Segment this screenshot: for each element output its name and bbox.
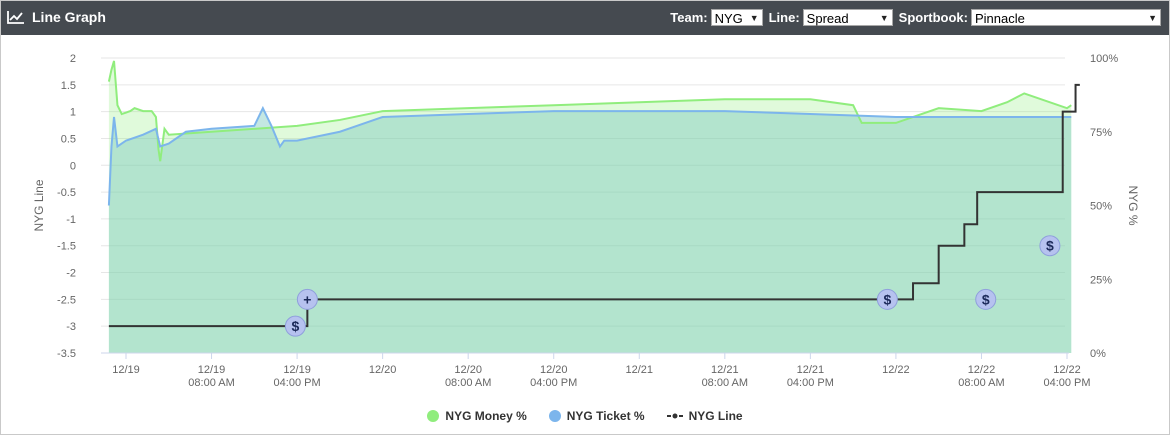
x-tick-date: 12/20 bbox=[454, 364, 482, 376]
dollar-icon: $ bbox=[883, 291, 891, 307]
ticket-area bbox=[108, 108, 1072, 354]
x-tick-time: 08:00 AM bbox=[188, 377, 234, 389]
y-tick-label: 1.5 bbox=[61, 80, 76, 92]
marker-circle bbox=[284, 315, 306, 337]
filter-controls: Team: NYG ▼ Line: Spread ▼ Sportbook: Pi… bbox=[664, 9, 1161, 26]
legend-dot-icon bbox=[548, 410, 561, 422]
marker-circle bbox=[975, 288, 997, 310]
team-select-value: NYG bbox=[714, 11, 743, 26]
x-tick-date: 12/19 bbox=[112, 364, 140, 376]
marker-circle bbox=[876, 288, 898, 310]
line-chart: $+ $ $$21.510.50-0.5-1-1.5-2-2.5-3-3.5100%… bbox=[32, 53, 1140, 389]
x-tick-time: 04:00 PM bbox=[787, 377, 834, 389]
dropdown-arrow-icon: ▼ bbox=[1148, 13, 1157, 23]
line-change-marker: $ bbox=[975, 288, 997, 310]
line-chart-icon bbox=[7, 10, 25, 24]
x-tick-time: 08:00 AM bbox=[445, 377, 491, 389]
line-type-select[interactable]: Spread ▼ bbox=[802, 9, 893, 26]
legend-line-icon bbox=[666, 413, 683, 419]
x-tick-date: 12/19 bbox=[198, 364, 226, 376]
legend-item[interactable]: NYG Money % bbox=[427, 409, 527, 423]
line-label: Line: bbox=[768, 10, 800, 25]
sportbook-label: Sportbook: bbox=[898, 10, 968, 25]
x-tick-time: 04:00 PM bbox=[530, 377, 577, 389]
title-area: Line Graph bbox=[7, 9, 106, 25]
y2-tick-label: 25% bbox=[1090, 274, 1112, 286]
y-tick-label: 0.5 bbox=[61, 133, 76, 145]
line-change-marker: $ bbox=[1039, 235, 1061, 257]
marker-circle bbox=[296, 288, 318, 310]
x-tick-time: 08:00 AM bbox=[958, 377, 1004, 389]
panel-title: Line Graph bbox=[32, 9, 106, 25]
x-tick-time: 08:00 AM bbox=[702, 377, 748, 389]
y-tick-label: 1 bbox=[70, 107, 76, 119]
right-axis-title: NYG % bbox=[1126, 185, 1140, 225]
line-change-marker: $ bbox=[876, 288, 898, 310]
dollar-icon: $ bbox=[291, 318, 299, 334]
x-tick-date: 12/20 bbox=[369, 364, 397, 376]
line-select-value: Spread bbox=[806, 11, 849, 26]
line-change-marker: $ bbox=[284, 315, 306, 337]
legend-item[interactable]: NYG Ticket % bbox=[548, 409, 645, 423]
legend-dot-icon bbox=[427, 410, 440, 422]
y2-tick-label: 100% bbox=[1090, 53, 1118, 65]
line-change-marker: + bbox=[296, 288, 318, 310]
y2-tick-label: 50% bbox=[1090, 201, 1112, 213]
nyg-line-series bbox=[108, 83, 1080, 328]
money-series-line bbox=[107, 60, 1072, 162]
y-tick-label: -2 bbox=[66, 268, 76, 280]
ticket-series-line bbox=[107, 105, 1072, 206]
x-tick-date: 12/21 bbox=[797, 364, 825, 376]
marker-circle bbox=[1039, 235, 1061, 257]
dollar-icon: $ bbox=[982, 291, 990, 307]
left-axis-title: NYG Line bbox=[32, 179, 46, 231]
y2-tick-label: 75% bbox=[1090, 127, 1112, 139]
y-tick-label: 0 bbox=[70, 160, 76, 172]
y-tick-label: -2.5 bbox=[57, 294, 76, 306]
y-tick-label: -1 bbox=[66, 214, 76, 226]
x-tick-date: 12/21 bbox=[711, 364, 739, 376]
x-tick-time: 04:00 PM bbox=[274, 377, 321, 389]
y-tick-label: -1.5 bbox=[57, 241, 76, 253]
legend-label: NYG Ticket % bbox=[566, 409, 645, 423]
y-tick-label: 2 bbox=[70, 53, 76, 65]
chart-legend: NYG Money % NYG Ticket % NYG Line bbox=[1, 409, 1169, 423]
plus-icon: + bbox=[303, 291, 311, 307]
x-tick-date: 12/19 bbox=[283, 364, 311, 376]
legend-item[interactable]: NYG Line bbox=[666, 409, 743, 423]
x-tick-date: 12/21 bbox=[626, 364, 654, 376]
dropdown-arrow-icon: ▼ bbox=[879, 13, 889, 23]
team-select[interactable]: NYG ▼ bbox=[710, 9, 763, 26]
sportbook-select[interactable]: Pinnacle ▼ bbox=[971, 9, 1161, 26]
x-tick-date: 12/20 bbox=[540, 364, 568, 376]
y-tick-label: -3.5 bbox=[57, 348, 76, 360]
x-tick-date: 12/22 bbox=[968, 364, 996, 376]
sportbook-select-value: Pinnacle bbox=[975, 11, 1025, 26]
dropdown-arrow-icon: ▼ bbox=[749, 13, 759, 23]
y2-tick-label: 0% bbox=[1090, 348, 1106, 360]
y-tick-label: -0.5 bbox=[57, 187, 76, 199]
x-tick-date: 12/22 bbox=[1053, 364, 1081, 376]
panel-header: Line Graph Team: NYG ▼ Line: Spread ▼ Sp… bbox=[1, 1, 1169, 35]
x-tick-time: 04:00 PM bbox=[1043, 377, 1090, 389]
legend-label: NYG Money % bbox=[445, 409, 527, 423]
team-label: Team: bbox=[670, 10, 708, 25]
money-area bbox=[108, 60, 1072, 353]
dollar-icon: $ bbox=[1046, 238, 1054, 254]
legend-label: NYG Line bbox=[688, 409, 743, 423]
y-tick-label: -3 bbox=[66, 321, 76, 333]
x-tick-date: 12/22 bbox=[882, 364, 910, 376]
